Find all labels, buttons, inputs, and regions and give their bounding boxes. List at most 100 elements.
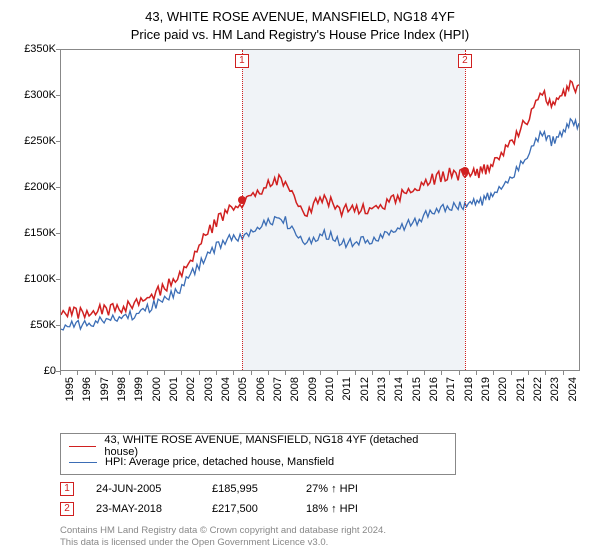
xtick-label: 1999 <box>133 377 145 401</box>
xtick-label: 2022 <box>532 377 544 401</box>
xtick-label: 2008 <box>289 377 301 401</box>
legend-label: 43, WHITE ROSE AVENUE, MANSFIELD, NG18 4… <box>104 434 447 458</box>
xtick-label: 2017 <box>445 377 457 401</box>
chart-title: 43, WHITE ROSE AVENUE, MANSFIELD, NG18 4… <box>12 8 588 43</box>
sales-table: 1 24-JUN-2005 £185,995 27% ↑ HPI 2 23-MAY-201… <box>60 479 588 519</box>
sale-vline <box>242 50 243 370</box>
xtick-mark <box>545 371 546 375</box>
xtick-mark <box>77 371 78 375</box>
ytick-mark <box>56 49 60 50</box>
ytick-label: £0 <box>12 365 56 377</box>
legend-box: 43, WHITE ROSE AVENUE, MANSFIELD, NG18 4… <box>60 433 456 475</box>
xtick-mark <box>320 371 321 375</box>
xtick-mark <box>129 371 130 375</box>
xtick-label: 2003 <box>203 377 215 401</box>
xtick-mark <box>199 371 200 375</box>
xtick-mark <box>216 371 217 375</box>
xtick-label: 2013 <box>376 377 388 401</box>
xtick-label: 2012 <box>359 377 371 401</box>
sale-dot-1 <box>238 196 246 204</box>
legend-label: HPI: Average price, detached house, Mans… <box>105 456 334 468</box>
xtick-label: 1997 <box>99 377 111 401</box>
xtick-mark <box>563 371 564 375</box>
xtick-mark <box>147 371 148 375</box>
xtick-label: 2010 <box>324 377 336 401</box>
chart-area: 12 £0£50K£100K£150K£200K£250K£300K£350K1… <box>12 49 588 427</box>
xtick-label: 2023 <box>549 377 561 401</box>
xtick-mark <box>528 371 529 375</box>
xtick-label: 2009 <box>307 377 319 401</box>
xtick-label: 1998 <box>116 377 128 401</box>
xtick-mark <box>181 371 182 375</box>
sale-row-price: £185,995 <box>212 483 284 495</box>
xtick-label: 2024 <box>567 377 579 401</box>
xtick-mark <box>459 371 460 375</box>
ytick-mark <box>56 279 60 280</box>
xtick-mark <box>389 371 390 375</box>
sale-marker-2: 2 <box>458 54 472 68</box>
sale-row-marker: 2 <box>60 502 74 516</box>
plot-svg <box>61 50 579 370</box>
legend-row: 43, WHITE ROSE AVENUE, MANSFIELD, NG18 4… <box>69 438 447 454</box>
xtick-label: 2004 <box>220 377 232 401</box>
xtick-label: 2006 <box>255 377 267 401</box>
xtick-mark <box>303 371 304 375</box>
xtick-mark <box>285 371 286 375</box>
sale-row-date: 24-JUN-2005 <box>96 483 190 495</box>
sale-dot-2 <box>461 167 469 175</box>
sale-row-price: £217,500 <box>212 503 284 515</box>
attribution-line-1: Contains HM Land Registry data © Crown c… <box>60 525 588 537</box>
sale-row: 1 24-JUN-2005 £185,995 27% ↑ HPI <box>60 479 588 499</box>
sale-row-marker: 1 <box>60 482 74 496</box>
ytick-label: £300K <box>12 89 56 101</box>
sale-vline <box>465 50 466 370</box>
xtick-label: 2002 <box>185 377 197 401</box>
plot-box: 12 <box>60 49 580 371</box>
xtick-mark <box>337 371 338 375</box>
ytick-mark <box>56 95 60 96</box>
xtick-mark <box>355 371 356 375</box>
xtick-mark <box>95 371 96 375</box>
xtick-mark <box>493 371 494 375</box>
sale-row-pct: 27% ↑ HPI <box>306 483 396 495</box>
xtick-label: 2011 <box>341 377 353 401</box>
xtick-mark <box>511 371 512 375</box>
xtick-label: 1995 <box>64 377 76 401</box>
xtick-label: 1996 <box>81 377 93 401</box>
xtick-mark <box>251 371 252 375</box>
xtick-label: 2020 <box>497 377 509 401</box>
legend-swatch <box>69 446 96 447</box>
xtick-mark <box>233 371 234 375</box>
ytick-mark <box>56 141 60 142</box>
xtick-label: 2007 <box>272 377 284 401</box>
ytick-label: £350K <box>12 43 56 55</box>
xtick-mark <box>424 371 425 375</box>
title-line-2: Price paid vs. HM Land Registry's House … <box>12 26 588 44</box>
xtick-label: 2019 <box>480 377 492 401</box>
sale-marker-1: 1 <box>235 54 249 68</box>
ytick-label: £50K <box>12 319 56 331</box>
xtick-mark <box>476 371 477 375</box>
xtick-mark <box>60 371 61 375</box>
attribution: Contains HM Land Registry data © Crown c… <box>60 525 588 550</box>
xtick-label: 2014 <box>393 377 405 401</box>
series-hpi <box>61 119 579 330</box>
ytick-mark <box>56 233 60 234</box>
sale-row: 223-MAY-2018£217,50018% ↑ HPI <box>60 499 588 519</box>
xtick-label: 2015 <box>411 377 423 401</box>
xtick-label: 2005 <box>237 377 249 401</box>
sale-row-date: 23-MAY-2018 <box>96 503 190 515</box>
xtick-mark <box>112 371 113 375</box>
xtick-label: 2021 <box>515 377 527 401</box>
ytick-mark <box>56 325 60 326</box>
ytick-mark <box>56 187 60 188</box>
ytick-label: £150K <box>12 227 56 239</box>
xtick-label: 2018 <box>463 377 475 401</box>
xtick-mark <box>441 371 442 375</box>
ytick-label: £100K <box>12 273 56 285</box>
xtick-mark <box>268 371 269 375</box>
xtick-label: 2001 <box>168 377 180 401</box>
ytick-label: £200K <box>12 181 56 193</box>
xtick-label: 2000 <box>151 377 163 401</box>
xtick-mark <box>407 371 408 375</box>
